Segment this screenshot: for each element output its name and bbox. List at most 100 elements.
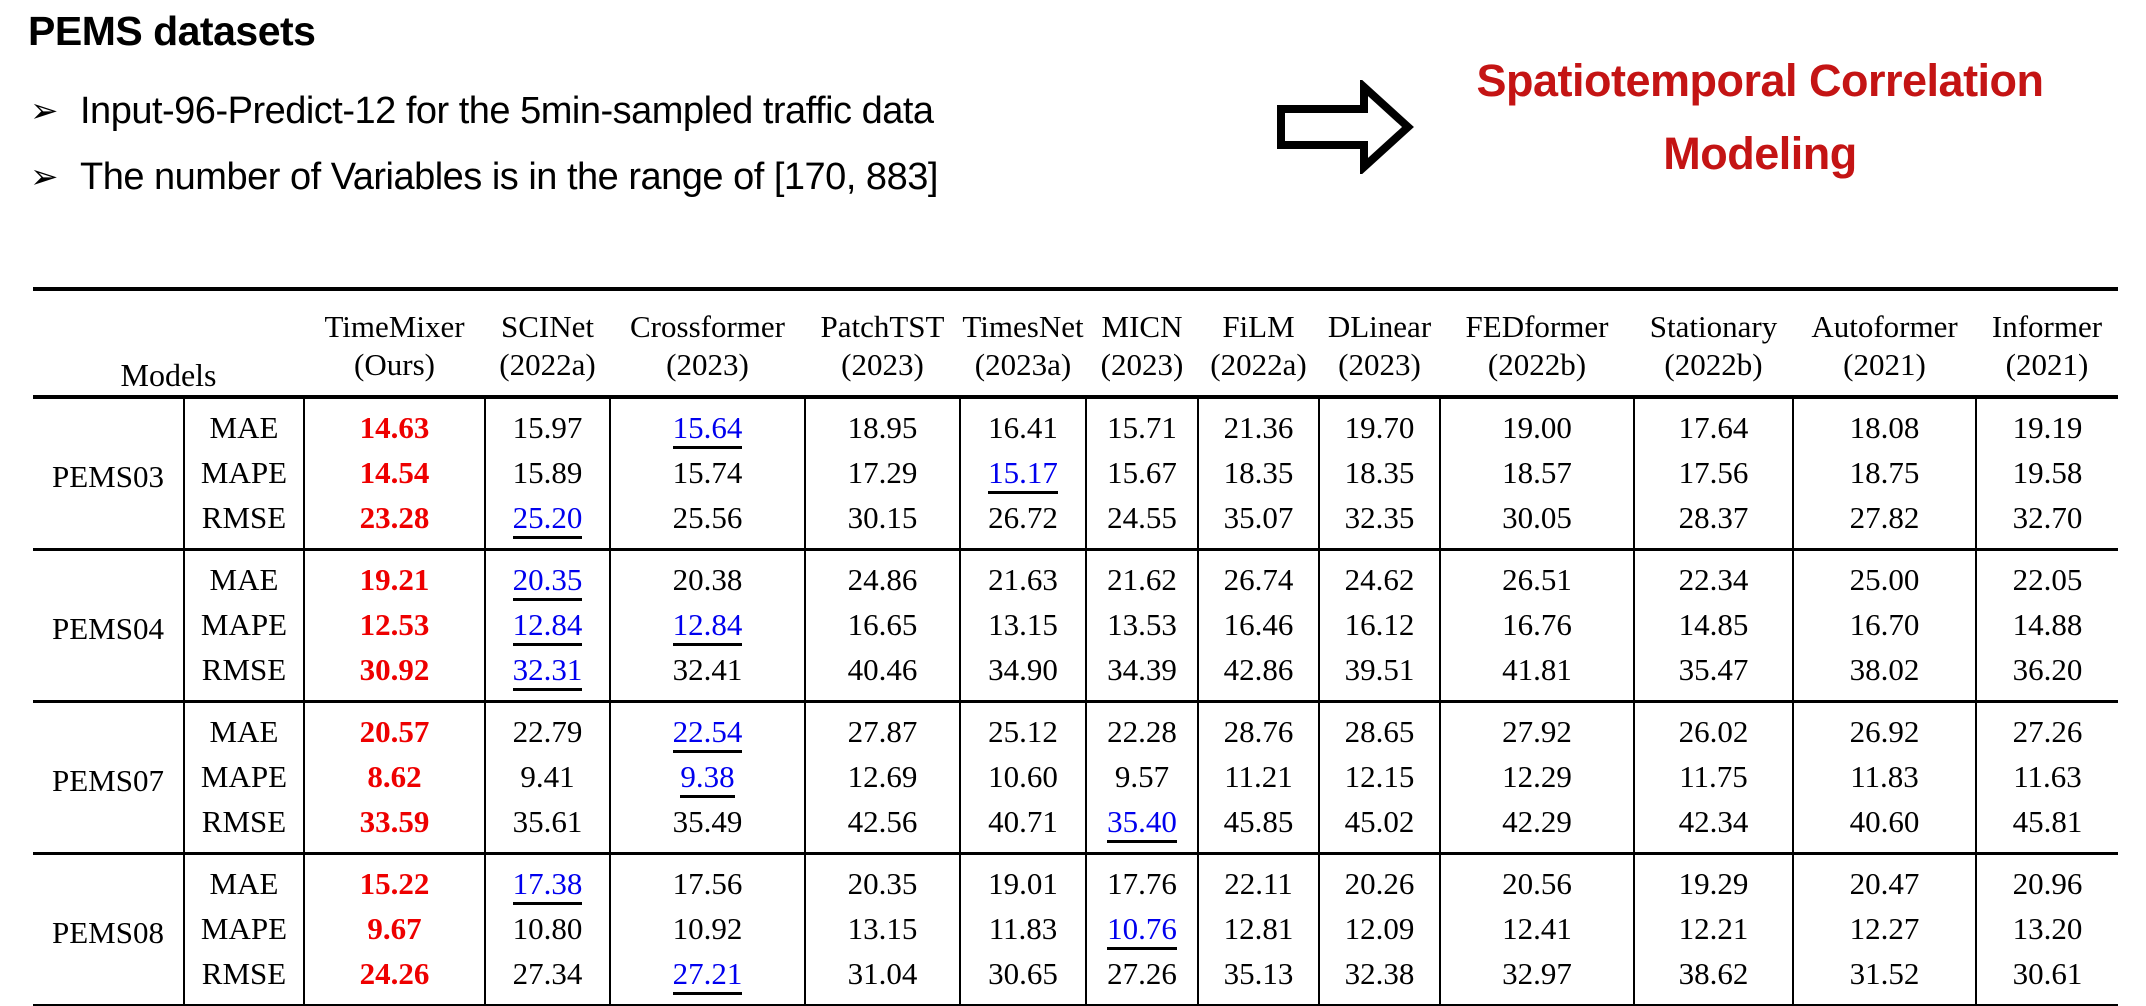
metric-value: 30.15 bbox=[847, 499, 918, 535]
metric-value-cell: 32.35 bbox=[1318, 495, 1440, 550]
dataset-group: PEMS03 MAE 14.63 15.97 15.64 18.95 16.41 15.71 2… bbox=[33, 395, 2118, 550]
metric-value-cell: 14.54 bbox=[303, 450, 485, 495]
metric-value-cell: 20.56 bbox=[1439, 852, 1634, 906]
metric-value-cell: 27.26 bbox=[1975, 700, 2118, 754]
metric-value: 15.17 bbox=[988, 454, 1058, 494]
metric-value: 26.02 bbox=[1678, 713, 1749, 749]
metric-value: 13.15 bbox=[988, 606, 1058, 642]
metric-value: 17.76 bbox=[1107, 865, 1177, 901]
metric-label: RMSE bbox=[183, 951, 304, 1006]
metric-value: 25.56 bbox=[672, 499, 743, 535]
column-header-name: FiLM bbox=[1222, 309, 1295, 344]
column-header-name: MICN bbox=[1101, 309, 1183, 344]
metric-value: 34.39 bbox=[1107, 651, 1177, 687]
table-row: PEMS07 MAE 20.57 22.79 22.54 27.87 25.12 22.28 2… bbox=[33, 700, 2118, 854]
metric-value: 32.31 bbox=[512, 651, 583, 691]
metric-value: 30.65 bbox=[988, 955, 1058, 991]
metric-value-cell: 26.72 bbox=[959, 495, 1086, 550]
metric-value: 31.04 bbox=[847, 955, 918, 991]
metric-value: 45.81 bbox=[2012, 803, 2083, 839]
column-header-year: (Ours) bbox=[304, 346, 485, 399]
bullet-text: Input-96-Predict-12 for the 5min-sampled… bbox=[80, 90, 934, 132]
metric-value: 27.21 bbox=[672, 955, 743, 995]
metric-value-cell: 25.00 bbox=[1792, 548, 1976, 602]
metric-value: 32.35 bbox=[1344, 499, 1415, 535]
metric-value: 19.70 bbox=[1344, 409, 1415, 445]
metric-value: 13.20 bbox=[2012, 910, 2083, 946]
metric-value-cell: 45.02 bbox=[1318, 799, 1440, 854]
metric-value-cell: 34.90 bbox=[959, 647, 1086, 702]
metric-value: 32.38 bbox=[1344, 955, 1415, 991]
metric-value-cell: 21.36 bbox=[1197, 395, 1319, 450]
metric-value-cell: 23.28 bbox=[303, 495, 485, 550]
arrowhead-bullet-icon: ➢ bbox=[30, 158, 59, 196]
metric-value: 27.82 bbox=[1849, 499, 1920, 535]
metric-value: 22.05 bbox=[2012, 561, 2083, 597]
metric-value-cell: 27.34 bbox=[484, 951, 610, 1006]
metric-value-cell: 12.53 bbox=[303, 602, 485, 647]
metric-value-cell: 14.63 bbox=[303, 395, 485, 450]
metric-value: 10.80 bbox=[512, 910, 583, 946]
metric-value-cell: 13.15 bbox=[804, 906, 960, 951]
metric-value: 12.81 bbox=[1223, 910, 1294, 946]
metric-value: 12.53 bbox=[359, 606, 430, 642]
table-row: PEMS03 MAE 14.63 15.97 15.64 18.95 16.41 15.71 2… bbox=[33, 395, 2118, 550]
metric-value: 15.64 bbox=[672, 409, 743, 449]
metric-value: 17.56 bbox=[672, 865, 743, 901]
metric-value: 32.97 bbox=[1502, 955, 1572, 991]
metric-value-cell: 39.51 bbox=[1318, 647, 1440, 702]
metric-value-cell: 12.84 bbox=[484, 602, 610, 647]
metric-value-cell: 15.89 bbox=[484, 450, 610, 495]
metric-value: 17.56 bbox=[1678, 454, 1749, 490]
metric-value-cell: 17.64 bbox=[1633, 395, 1793, 450]
metric-value: 14.85 bbox=[1678, 606, 1749, 642]
column-header-name: FEDformer bbox=[1465, 309, 1609, 344]
metric-value-cell: 13.15 bbox=[959, 602, 1086, 647]
dataset-label: PEMS07 bbox=[33, 700, 184, 854]
metric-value: 27.26 bbox=[1107, 955, 1177, 991]
metric-value: 11.83 bbox=[1850, 758, 1919, 794]
metric-value-cell: 24.26 bbox=[303, 951, 485, 1006]
column-header-year: (2022a) bbox=[1198, 346, 1319, 399]
metric-value: 27.92 bbox=[1502, 713, 1572, 749]
right-block-arrow-icon bbox=[1277, 80, 1414, 174]
metric-value-cell: 35.61 bbox=[484, 799, 610, 854]
metric-value-cell: 35.40 bbox=[1085, 799, 1198, 854]
metric-value-cell: 15.22 bbox=[303, 852, 485, 906]
metric-value-cell: 10.92 bbox=[609, 906, 805, 951]
metric-value: 16.70 bbox=[1849, 606, 1920, 642]
table-corner-label: Models bbox=[33, 289, 304, 399]
metric-value: 32.70 bbox=[2012, 499, 2083, 535]
metric-value: 9.57 bbox=[1114, 758, 1170, 794]
metric-value: 11.21 bbox=[1224, 758, 1293, 794]
metric-value: 15.71 bbox=[1107, 409, 1177, 445]
metric-value: 19.58 bbox=[2012, 454, 2083, 490]
metric-value-cell: 19.00 bbox=[1439, 395, 1634, 450]
metric-value: 42.29 bbox=[1502, 803, 1572, 839]
metric-value-cell: 18.35 bbox=[1197, 450, 1319, 495]
dataset-group: PEMS07 MAE 20.57 22.79 22.54 27.87 25.12 22.28 2… bbox=[33, 700, 2118, 854]
metric-value-cell: 25.20 bbox=[484, 495, 610, 550]
metric-value-cell: 42.56 bbox=[804, 799, 960, 854]
table-row: RMSE 23.28 25.20 25.56 30.15 26.72 24.55 35.07 3… bbox=[33, 495, 2118, 550]
metric-value-cell: 12.81 bbox=[1197, 906, 1319, 951]
bullet-item: ➢ The number of Variables is in the rang… bbox=[30, 156, 938, 199]
metric-value: 12.84 bbox=[512, 606, 583, 646]
metric-value: 25.12 bbox=[988, 713, 1058, 749]
metric-value: 45.02 bbox=[1344, 803, 1415, 839]
column-header-year: (2023) bbox=[610, 346, 805, 399]
metric-value: 10.60 bbox=[988, 758, 1058, 794]
metric-value: 9.41 bbox=[520, 758, 575, 794]
metric-value-cell: 12.41 bbox=[1439, 906, 1634, 951]
metric-value: 19.19 bbox=[2012, 409, 2083, 445]
metric-value: 20.96 bbox=[2012, 865, 2083, 901]
table-row: MAPE 8.62 9.41 9.38 12.69 10.60 9.57 11.21 12.15… bbox=[33, 754, 2118, 799]
metric-value: 16.76 bbox=[1502, 606, 1572, 642]
metric-value: 24.26 bbox=[359, 955, 430, 991]
metric-value-cell: 27.87 bbox=[804, 700, 960, 754]
column-header-year: (2021) bbox=[1976, 346, 2118, 399]
table-row: PEMS04 MAE 19.21 20.35 20.38 24.86 21.63 21.62 2… bbox=[33, 548, 2118, 702]
metric-value-cell: 26.02 bbox=[1633, 700, 1793, 754]
metric-value: 18.75 bbox=[1849, 454, 1920, 490]
